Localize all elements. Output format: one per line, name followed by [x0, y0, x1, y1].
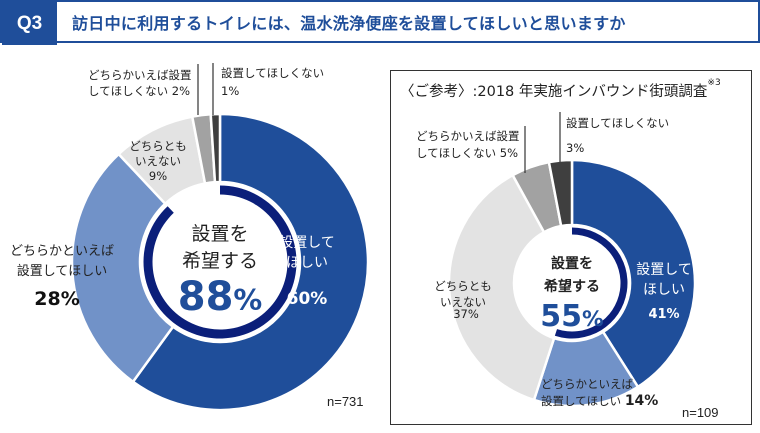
label-want-reference-line: 設置して — [636, 262, 692, 278]
label-want-main-line: 設置して — [279, 235, 335, 251]
label-somewhat-not-main: どちらかいえば設置 — [88, 68, 192, 82]
value-want-reference: 41% — [648, 307, 679, 322]
label-somewhat-want-reference-line1: どちらかといえば — [541, 377, 633, 391]
label-want-reference: 設置してほしい — [636, 262, 692, 298]
label-want-main: 設置してほしい — [279, 235, 335, 271]
label-want-reference-line: ほしい — [643, 282, 685, 298]
reference-survey-title: 〈ご参考〉:2018 年実施インバウンド街頭調査※3 — [400, 78, 721, 101]
center-percentage: 55% — [540, 299, 603, 334]
value-somewhat-want-reference: 14% — [625, 393, 659, 409]
center-label-line1: 設置を — [191, 223, 248, 245]
reference-footnote-mark: ※3 — [707, 78, 721, 88]
sample-size-reference: n=109 — [682, 405, 719, 420]
label-somewhat-not-reference-line2: してほしくない 5% — [416, 146, 518, 160]
center-percentage: 88% — [178, 274, 263, 320]
center-label-line2: 希望する — [182, 250, 258, 272]
label-somewhat-not-main-line2: してほしくない 2% — [88, 84, 190, 98]
center-label-line1: 設置を — [551, 255, 593, 272]
label-somewhat-want-main-line: どちらかといえば — [10, 244, 114, 259]
donut-center — [514, 225, 630, 341]
value-neutral-main: 9% — [149, 169, 167, 183]
question-header: Q3 訪日中に利用するトイレには、温水洗浄便座を設置してほしいと思いますか — [0, 0, 760, 45]
question-title: 訪日中に利用するトイレには、温水洗浄便座を設置してほしいと思いますか — [72, 14, 626, 33]
center-percentage-unit: % — [233, 283, 262, 317]
sample-size-main: n=731 — [327, 394, 364, 409]
label-not-want-reference: 設置してほしくない — [566, 116, 669, 130]
label-somewhat-want-main-line: 設置してほしい — [17, 263, 108, 279]
value-want-main: 60% — [287, 289, 328, 309]
center-percentage-value: 88 — [178, 274, 234, 320]
label-not-want-main: 設置してほしくない — [221, 66, 324, 80]
label-somewhat-not-main-line: どちらかいえば設置 — [88, 68, 192, 82]
label-somewhat-want-reference-line2: 設置してほしい 14% — [541, 393, 658, 409]
value-not-want-main: 1% — [221, 84, 239, 98]
label-neutral-main-line: いえない — [135, 154, 181, 168]
label-want-main-line: ほしい — [286, 255, 328, 271]
reference-title-text: 〈ご参考〉:2018 年実施インバウンド街頭調査 — [400, 84, 708, 100]
label-somewhat-not-reference-line1: どちらかいえば設置 — [416, 129, 520, 143]
label-neutral-reference-line: どちらとも — [434, 279, 492, 293]
center-percentage-value: 55 — [540, 299, 582, 334]
donut-center — [140, 182, 300, 342]
value-neutral-reference: 37% — [453, 307, 479, 321]
value-somewhat-want-main: 28% — [34, 288, 79, 310]
center-label-line2: 希望する — [544, 278, 600, 295]
reference-survey-box — [390, 70, 752, 425]
center-percentage-unit: % — [582, 307, 604, 332]
value-not-want-reference: 3% — [566, 141, 584, 155]
label-neutral-main-line: どちらとも — [129, 139, 187, 153]
question-number-badge: Q3 — [2, 2, 57, 45]
label-neutral-reference-line: いえない — [440, 295, 486, 309]
